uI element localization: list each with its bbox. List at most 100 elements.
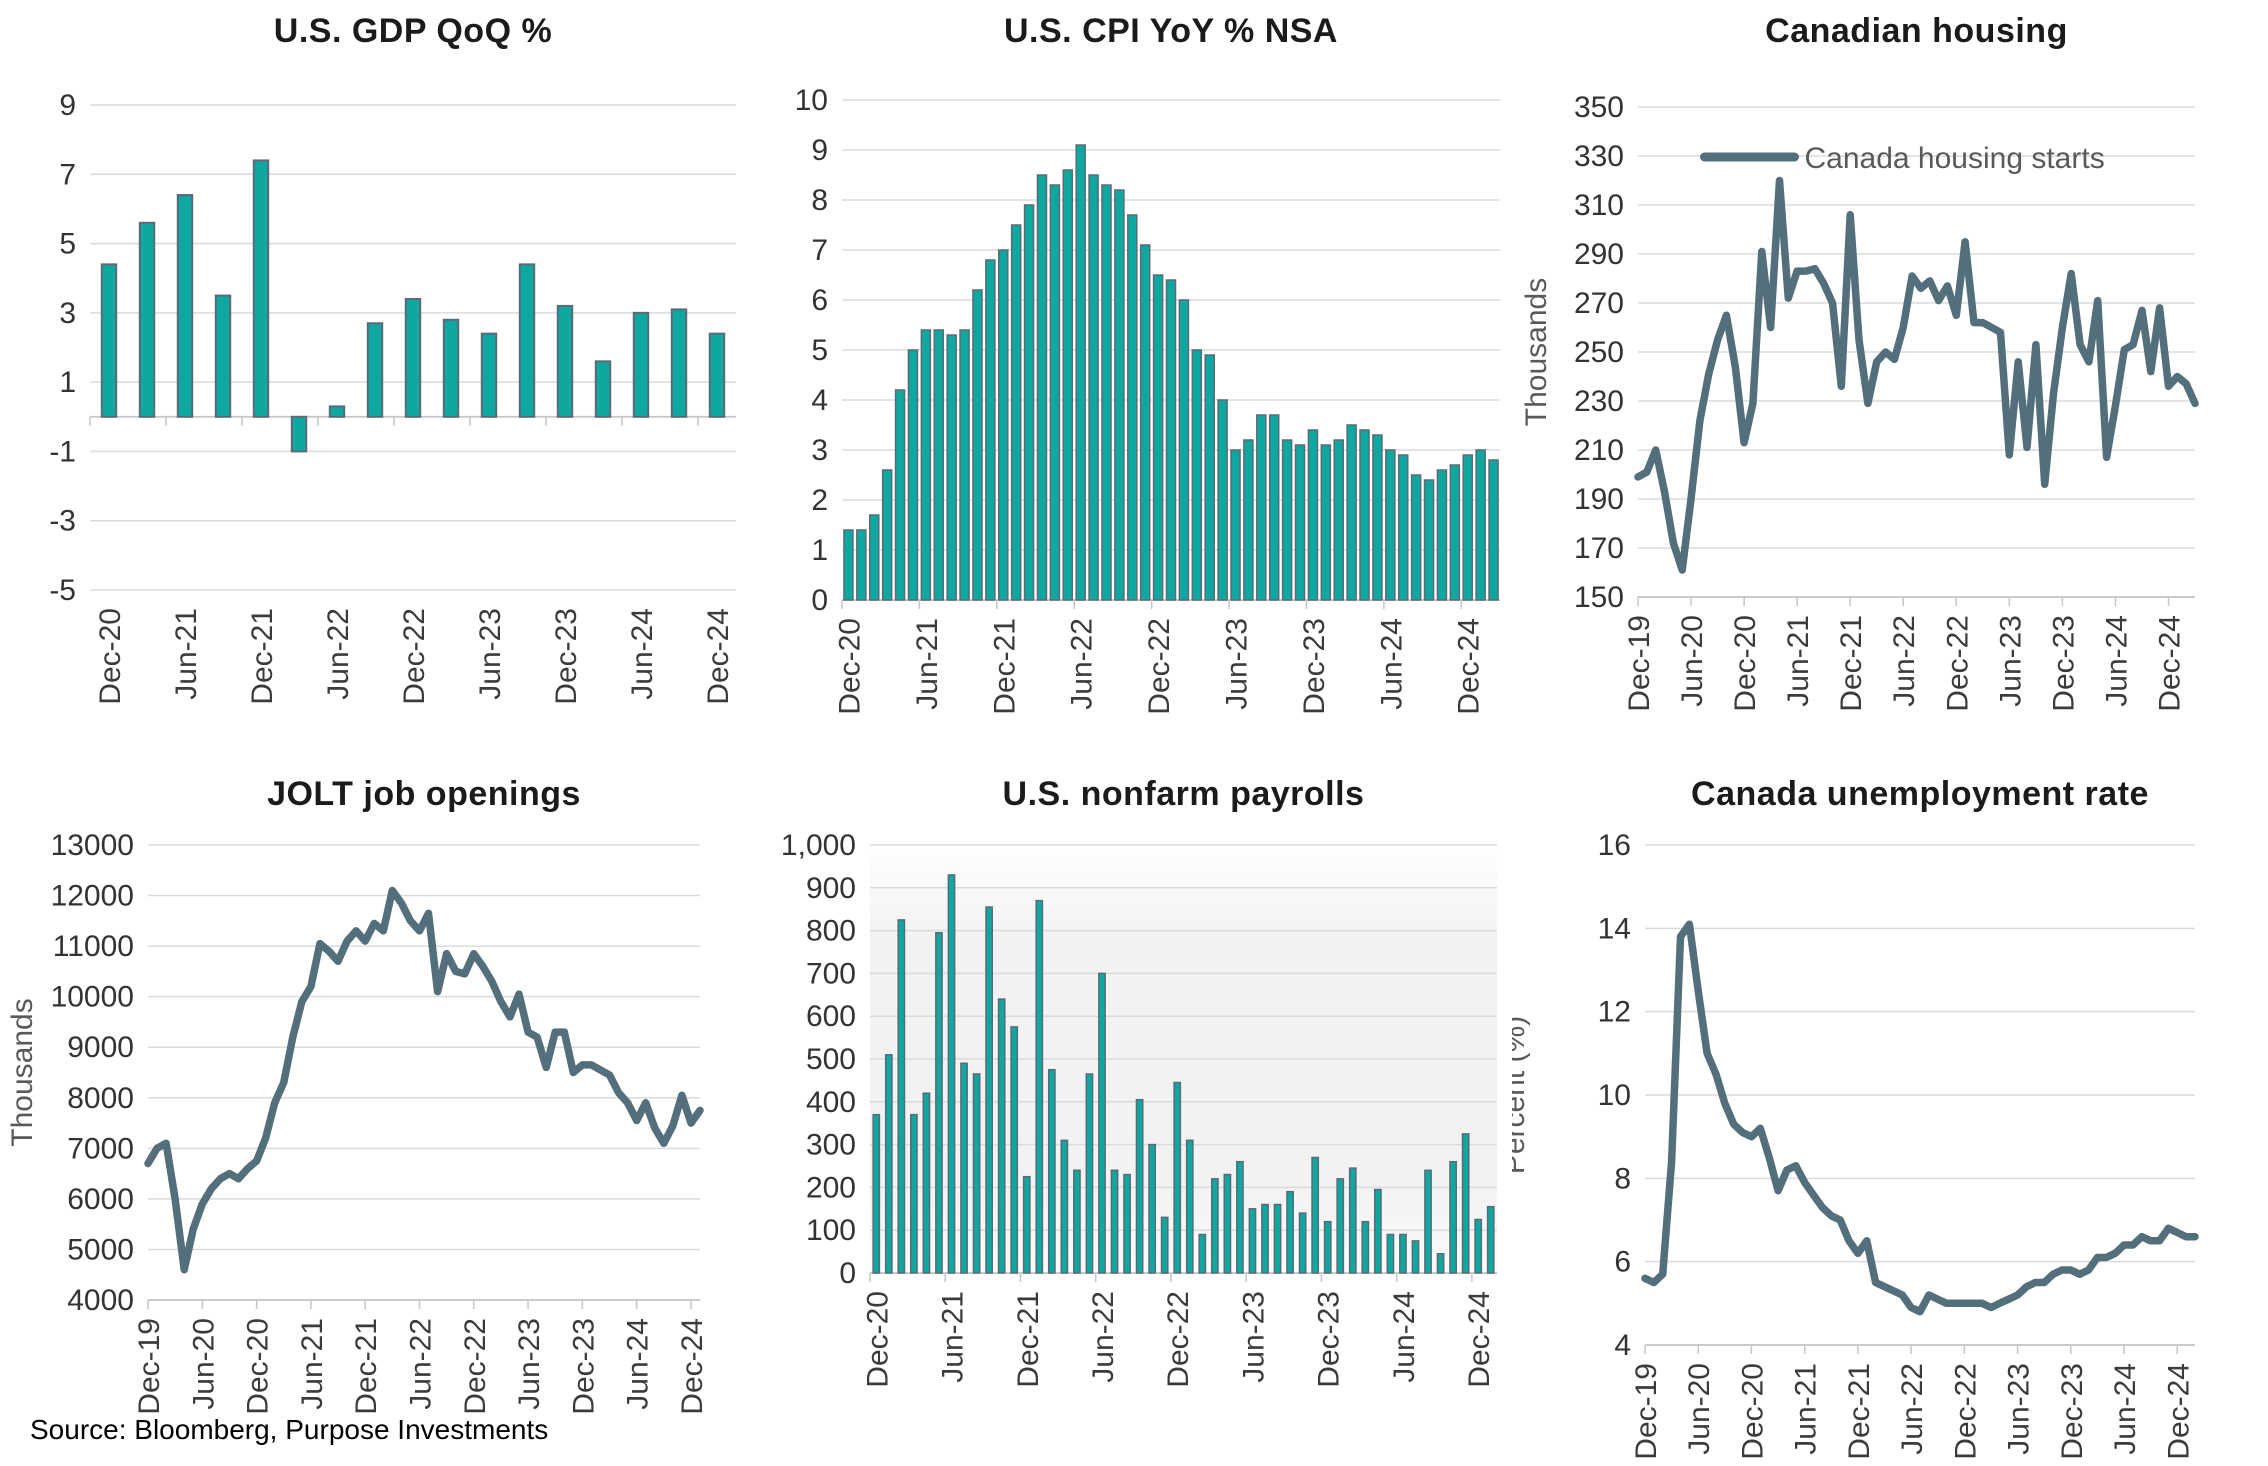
x-tick-label: Dec-22 [398, 608, 431, 705]
bar [1298, 1212, 1307, 1274]
bar [907, 349, 919, 601]
x-tick-label: Jun-20 [1676, 615, 1709, 707]
bar [1185, 1139, 1194, 1274]
y-tick-label: 200 [806, 1171, 856, 1204]
x-tick-label: Dec-22 [1949, 1363, 1982, 1460]
bar [1123, 1173, 1131, 1274]
bar [960, 1062, 968, 1274]
chart-title-payrolls: U.S. nonfarm payrolls [1002, 775, 1365, 813]
y-tick-label: 10 [795, 84, 828, 117]
bar [708, 332, 726, 418]
x-tick-label: Dec-24 [1463, 1291, 1496, 1388]
x-tick-label: Dec-24 [2162, 1363, 2195, 1460]
bar [1281, 439, 1293, 601]
y-tick-label: 900 [806, 872, 856, 905]
bar [935, 931, 943, 1274]
y-tick-label: 500 [806, 1043, 856, 1076]
bar [933, 329, 945, 601]
y-tick-label: 1 [59, 366, 76, 399]
y-tick-label: -5 [49, 574, 76, 607]
bar [1204, 354, 1215, 601]
y-tick-label: 6000 [67, 1183, 134, 1216]
bar [894, 389, 906, 601]
y-tick-label: 10000 [51, 981, 134, 1014]
x-tick-label: Dec-22 [1941, 615, 1974, 712]
bar [1049, 184, 1061, 601]
y-tick-label: 6 [1614, 1246, 1631, 1279]
x-tick-label: Dec-19 [1630, 1363, 1663, 1460]
y-tick-label: 800 [806, 915, 856, 948]
y-tick-label: 8 [1614, 1162, 1631, 1195]
bar [1160, 1216, 1169, 1274]
y-tick-label: 7 [59, 158, 76, 191]
chart-cell-payrolls: U.S. nonfarm payrolls 0 100 200 300 400 500 60… [756, 733, 1512, 1466]
x-tick-label: Jun-24 [2109, 1363, 2142, 1455]
y-tick-label: 12000 [51, 880, 134, 913]
bar [1110, 1169, 1119, 1274]
bar [1036, 174, 1048, 601]
bar [518, 263, 536, 418]
x-tick-label: Dec-21 [350, 1318, 383, 1415]
legend-label: Canada housing starts [1805, 142, 2105, 175]
bar [1010, 224, 1022, 601]
bar [856, 529, 867, 601]
y-tick-label: 8 [811, 184, 828, 217]
bar [1210, 1178, 1219, 1274]
bar [1320, 444, 1332, 601]
bar [1191, 349, 1203, 601]
x-tick-label: Dec-23 [550, 608, 583, 705]
bar [1035, 899, 1044, 1274]
nonfarm-payrolls-bar-chart: 0 100 200 300 400 500 600 700 800 900 1,000 Dec-20 J… [781, 829, 1497, 1388]
bar [1127, 214, 1138, 601]
chart-cell-unemployment: Canada unemployment rate 4 6 8 10 12 14 16 Perc… [1512, 733, 2268, 1466]
y-tick-label: 3 [811, 434, 828, 467]
bar [1424, 1169, 1432, 1274]
bar [1114, 189, 1125, 601]
y-axis-title: Thousands [6, 998, 39, 1146]
y-tick-label: 14 [1598, 912, 1631, 945]
source-note: Source: Bloomberg, Purpose Investments [30, 1414, 549, 1445]
bar [1385, 449, 1396, 601]
bar [556, 304, 574, 418]
x-tick-label: Jun-21 [1782, 615, 1815, 707]
bar [1022, 1175, 1031, 1274]
bar [366, 322, 384, 418]
x-tick-label: Jun-22 [1888, 615, 1921, 707]
bar [1423, 479, 1435, 601]
bar [1165, 279, 1177, 601]
bar [1336, 1178, 1345, 1274]
bar [1348, 1167, 1357, 1274]
bar [998, 249, 1009, 601]
bar [897, 919, 906, 1274]
bar [997, 998, 1006, 1274]
x-tick-label: Dec-20 [94, 608, 127, 705]
bar [922, 1092, 931, 1274]
bar [1248, 1208, 1257, 1274]
y-tick-label: 6 [811, 284, 828, 317]
x-tick-label: Jun-24 [626, 608, 659, 700]
y-axis-title: Percent (%) [1512, 1016, 1531, 1174]
x-tick-label: Jun-21 [296, 1318, 329, 1410]
bar [1223, 1173, 1232, 1274]
bar [594, 360, 612, 418]
x-tick-label: Dec-21 [1012, 1291, 1045, 1388]
x-tick-label: Jun-23 [1221, 618, 1254, 710]
bar [1178, 299, 1190, 601]
chart-title-housing: Canadian housing [1765, 12, 2068, 50]
y-tick-label: 13000 [51, 829, 134, 862]
bar [1411, 1240, 1420, 1274]
bar [1088, 174, 1099, 601]
bar [290, 415, 308, 453]
bar [1243, 439, 1254, 601]
x-tick-label: Jun-24 [1375, 618, 1408, 710]
x-tick-label: Dec-20 [1736, 1363, 1769, 1460]
bar [1474, 1218, 1483, 1274]
y-tick-label: 12 [1598, 996, 1631, 1029]
bar [1230, 449, 1241, 601]
y-tick-label: 9000 [67, 1031, 134, 1064]
bar [1148, 1143, 1157, 1274]
bar [1060, 1139, 1069, 1274]
x-tick-label: Jun-22 [1066, 618, 1099, 710]
bar [1294, 444, 1306, 601]
